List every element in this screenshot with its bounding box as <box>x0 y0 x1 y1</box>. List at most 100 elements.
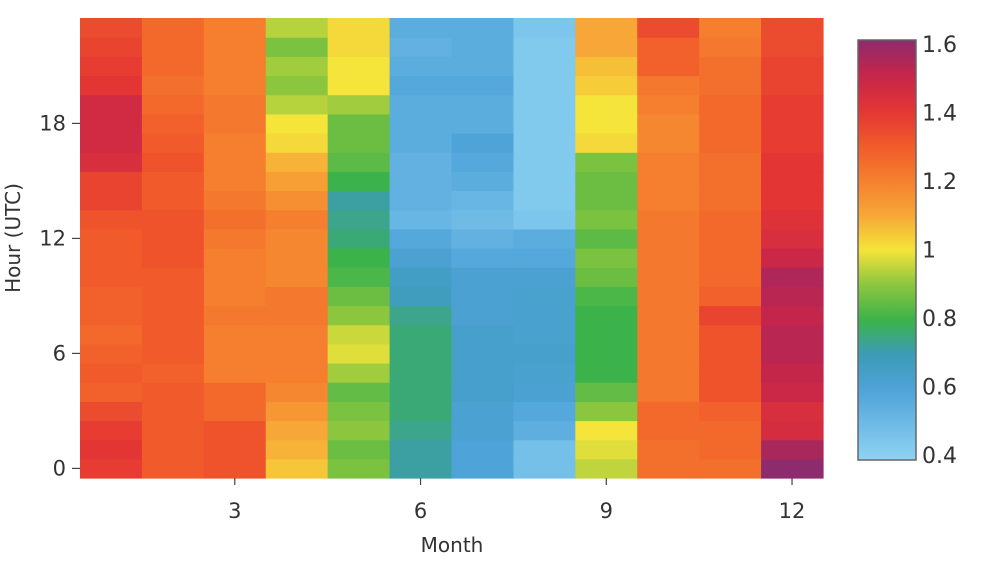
heatmap-cell <box>203 324 267 345</box>
heatmap-cell <box>203 363 267 383</box>
heatmap-cell <box>699 94 762 115</box>
x-tick-label: 12 <box>779 499 806 523</box>
heatmap-cell <box>575 18 638 38</box>
heatmap-cell <box>203 401 267 422</box>
heatmap-cell <box>80 228 143 249</box>
heatmap-cell <box>637 420 700 441</box>
heatmap-cell <box>761 18 824 38</box>
heatmap-cell <box>761 305 824 326</box>
heatmap-cell <box>141 209 205 230</box>
heatmap-cell <box>513 133 576 153</box>
heatmap-cell <box>575 382 638 402</box>
heatmap-cell <box>80 94 143 115</box>
y-tick-label: 0 <box>53 456 66 480</box>
heatmap-cell <box>389 420 453 441</box>
heatmap-cell <box>327 152 391 172</box>
heatmap-cell <box>80 286 143 307</box>
heatmap-cell <box>575 171 638 192</box>
heatmap-cell <box>575 94 638 115</box>
heatmap-cell <box>451 133 515 153</box>
heatmap-cell <box>141 37 205 57</box>
y-tick-label: 6 <box>53 341 66 365</box>
heatmap-cell <box>327 37 391 57</box>
heatmap-cell <box>637 209 700 230</box>
heatmap-cell <box>141 286 205 307</box>
heatmap-cell <box>761 248 824 268</box>
heatmap-cell <box>141 401 205 422</box>
heatmap-cell <box>80 171 143 192</box>
heatmap-cell <box>513 171 576 192</box>
heatmap-cell <box>265 94 329 115</box>
heatmap-cell <box>80 343 143 364</box>
colorbar-tick-label: 0.8 <box>922 307 957 332</box>
heatmap-cell <box>699 152 762 172</box>
heatmap-cell <box>389 286 453 307</box>
heatmap-cell <box>203 439 267 460</box>
heatmap-cell <box>203 56 267 77</box>
heatmap-cell <box>80 267 143 287</box>
heatmap-cell <box>513 363 576 383</box>
heatmap-cell <box>265 401 329 422</box>
heatmap-cell <box>761 420 824 441</box>
heatmap-cell <box>637 37 700 57</box>
colorbar-tick-label: 1.6 <box>922 33 957 58</box>
colorbar: 0.4 0.6 0.8 1 1.2 1.4 1.6 <box>857 33 957 469</box>
heatmap-cell <box>451 324 515 345</box>
heatmap-cell <box>513 113 576 134</box>
heatmap-cell <box>389 267 453 287</box>
heatmap-cell <box>575 190 638 211</box>
heatmap-cell <box>513 228 576 249</box>
heatmap-cell <box>761 56 824 77</box>
heatmap-cell <box>80 113 143 134</box>
heatmap-cell <box>513 209 576 230</box>
heatmap-cell <box>327 75 391 96</box>
heatmap-cell <box>389 37 453 57</box>
heatmap-cell <box>513 248 576 268</box>
heatmap-cell <box>141 324 205 345</box>
heatmap-cell <box>699 382 762 402</box>
heatmap-cell <box>451 228 515 249</box>
y-axis-title: Hour (UTC) <box>1 183 25 293</box>
heatmap-cell <box>761 152 824 172</box>
heatmap-cell <box>575 305 638 326</box>
heatmap-cell <box>575 401 638 422</box>
heatmap-cell <box>141 267 205 287</box>
heatmap-cell <box>699 267 762 287</box>
heatmap-cell <box>513 190 576 211</box>
heatmap-cell <box>761 171 824 192</box>
heatmap-cell <box>203 18 267 38</box>
heatmap-cell <box>761 94 824 115</box>
heatmap-cell <box>389 190 453 211</box>
heatmap-cell <box>265 228 329 249</box>
heatmap-cell <box>699 286 762 307</box>
heatmap-cell <box>203 228 267 249</box>
heatmap-cell <box>575 37 638 57</box>
heatmap-cell <box>327 305 391 326</box>
heatmap-cell <box>637 171 700 192</box>
heatmap-cell <box>513 56 576 77</box>
heatmap-cell <box>203 420 267 441</box>
heatmap-cell <box>265 363 329 383</box>
heatmap-cell <box>141 171 205 192</box>
heatmap-cell <box>80 401 143 422</box>
heatmap-cell <box>141 248 205 268</box>
heatmap-cell <box>637 439 700 460</box>
heatmap-cell <box>265 420 329 441</box>
heatmap-cell <box>637 305 700 326</box>
heatmap-cell <box>141 458 205 479</box>
heatmap-cell <box>389 133 453 153</box>
heatmap-cell <box>80 305 143 326</box>
heatmap-cell <box>389 305 453 326</box>
heatmap-cell <box>265 286 329 307</box>
heatmap-cell <box>575 439 638 460</box>
heatmap-cell <box>575 363 638 383</box>
heatmap-cell <box>389 56 453 77</box>
heatmap-cell <box>203 458 267 479</box>
heatmap-cell <box>389 248 453 268</box>
heatmap-cell <box>575 343 638 364</box>
heatmap-cell <box>699 133 762 153</box>
heatmap-cell <box>451 343 515 364</box>
heatmap-cell <box>637 56 700 77</box>
heatmap-cell <box>761 363 824 383</box>
heatmap-cell <box>699 75 762 96</box>
